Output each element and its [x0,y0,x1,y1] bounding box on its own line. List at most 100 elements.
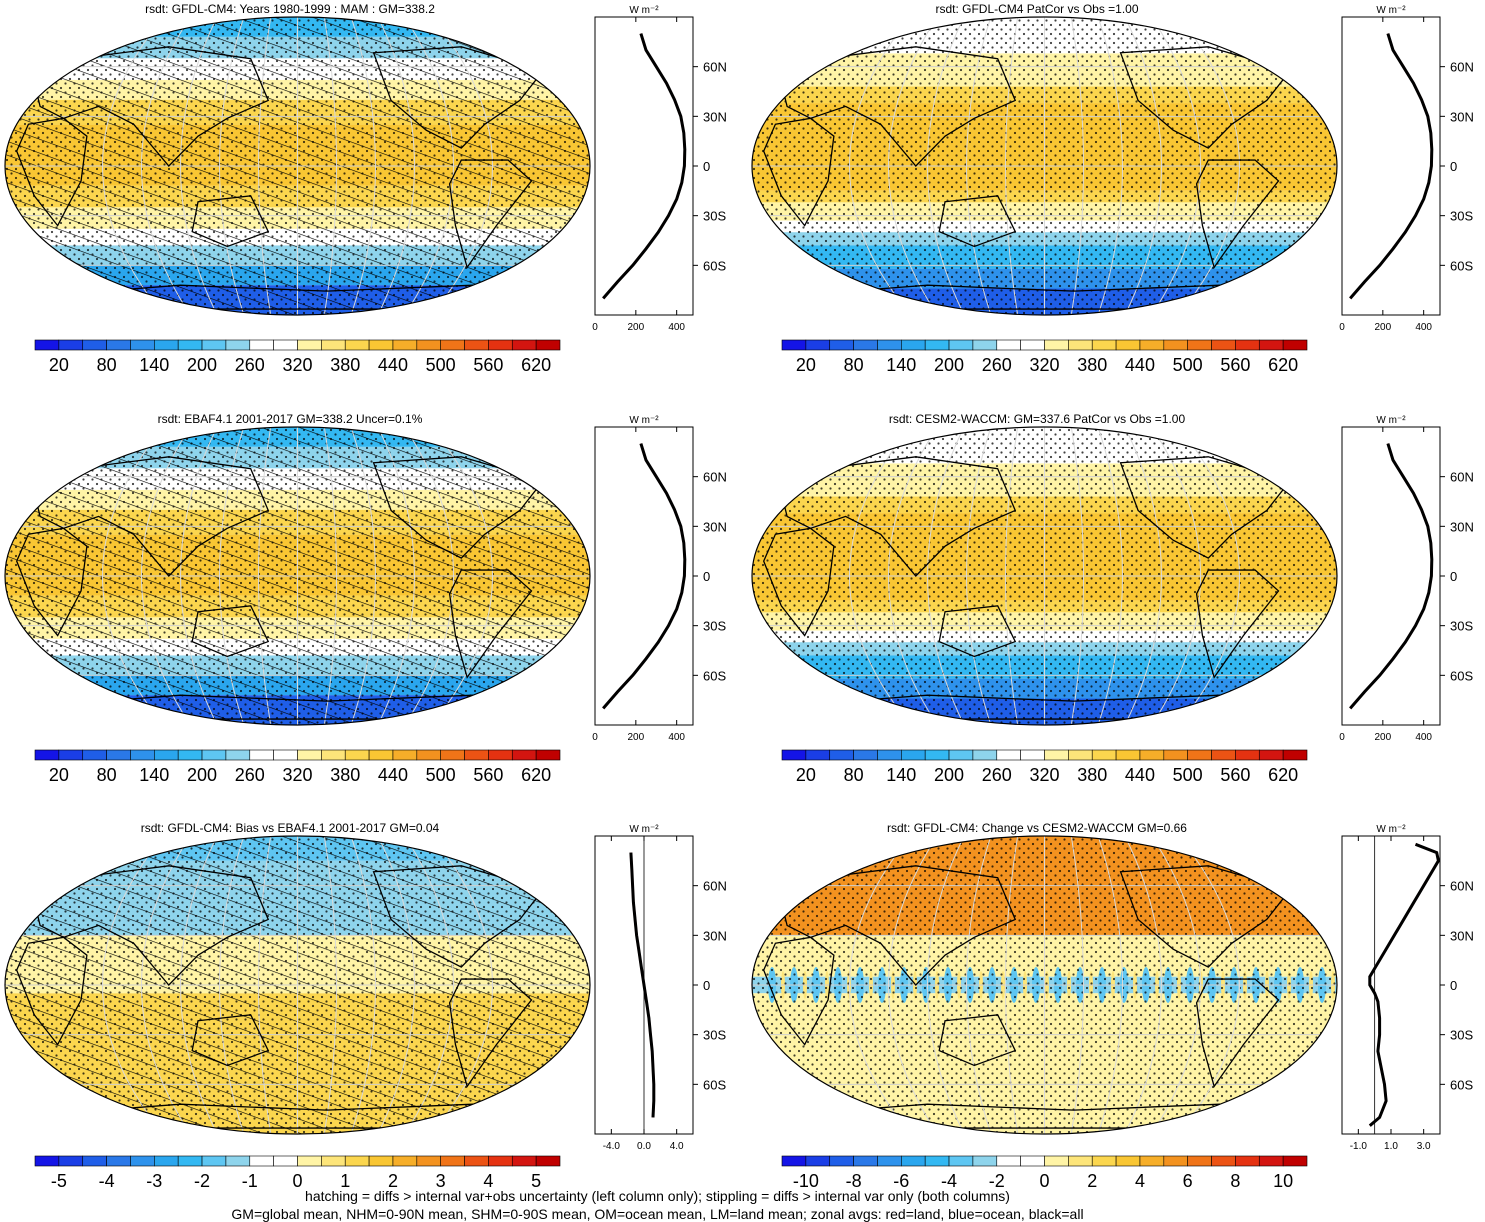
panel-p1: rsdt: GFDL-CM4: Years 1980-1999 : MAM : … [4,2,727,375]
colorbar-label: 440 [1125,765,1155,785]
colorbar-swatch [392,1155,418,1167]
profile-frame [1341,16,1441,316]
colorbar-swatch [177,1155,203,1167]
colorbar-swatch [130,1155,155,1167]
graticule-lon [849,427,911,725]
profile-xtick-label: 400 [668,322,685,333]
colorbar-swatch [201,339,227,351]
colorbar-swatch [853,749,878,761]
colorbar-swatch [829,1155,854,1167]
graticule-lon [258,427,272,725]
coastline [372,456,545,559]
panel-p5: rsdt: GFDL-CM4: Bias vs EBAF4.1 2001-201… [4,821,727,1191]
colorbar-label: 320 [1029,765,1059,785]
graticule-lon [1124,427,1162,725]
colorbar-label: 140 [139,765,169,785]
colorbar-label: 200 [187,355,217,375]
profile-line-all [1349,443,1434,710]
graticule-lon [1097,17,1124,315]
colorbar-swatch [901,1155,926,1167]
colorbar-label: 200 [934,355,964,375]
colorbar-swatch [344,1155,370,1167]
colorbar-swatch [781,1155,807,1167]
profile-ytick-label: 60N [703,879,727,894]
colorbar-swatch [535,749,561,761]
colorbar-label: -2 [194,1171,210,1191]
graticule-lon [927,836,965,1134]
map-field [5,836,590,1134]
profile-xtick-label: 0.0 [637,1141,651,1152]
colorbar-label: 380 [1077,765,1107,785]
panel-title: rsdt: CESM2-WACCM: GM=337.6 PatCor vs Ob… [889,412,1186,426]
graticule-lon [180,17,218,315]
coastline [372,865,545,968]
colorbar-swatch [321,339,346,351]
graticule-lon [431,17,493,315]
colorbar-swatch [297,749,322,761]
colorbar-label: 620 [521,355,551,375]
graticule-lon [323,836,338,1134]
colorbar-label: 200 [934,765,964,785]
colorbar-swatch [511,339,537,351]
colorbar-label: 20 [49,355,69,375]
colorbar-label: 0 [1039,1171,1049,1191]
panel-p2: rsdt: GFDL-CM4 PatCor vs Obs =1.00 20 80 14… [751,2,1474,375]
profile-xtick-label: 0 [592,322,598,333]
profile-ytick-label: 30S [1450,1028,1473,1043]
profile-ytick-label: 30N [703,928,727,943]
coastline [15,936,88,1046]
colorbar-swatch [1258,1155,1284,1167]
colorbar-swatch [154,749,179,761]
colorbar-swatch [1163,339,1188,351]
colorbar-swatch [805,1155,831,1167]
colorbar-swatch [1211,749,1236,761]
colorbar-label: -3 [146,1171,162,1191]
colorbar-swatch [996,749,1021,761]
profile-ytick-label: 30N [1450,519,1474,534]
colorbar-swatch [1091,339,1117,351]
colorbar-label: 80 [844,355,864,375]
map-border [751,835,1338,1135]
coastline [1195,569,1280,679]
profile-units: W m⁻² [1376,5,1406,16]
profile-frame [594,426,694,726]
map-field [752,427,1337,725]
coastline [15,117,88,227]
profile-xtick-label: 200 [627,732,644,743]
colorbar-swatch [106,749,131,761]
colorbar-label: 500 [426,765,456,785]
colorbar-swatch [58,749,84,761]
colorbar-label: 140 [886,765,916,785]
footer-line-1: hatching = diffs > internal var+obs unce… [305,1188,1010,1204]
colorbar-label: 260 [235,765,265,785]
panel-p6: rsdt: GFDL-CM4: Change vs CESM2-WACCM GM… [751,821,1474,1191]
colorbar-swatch [1044,749,1069,761]
colorbar-swatch [805,339,831,351]
profile-line-all [1349,33,1434,300]
colorbar-swatch [1068,339,1093,351]
graticule-lon [102,427,164,725]
colorbar-swatch [1044,339,1069,351]
colorbar-label: 500 [426,355,456,375]
graticule-lon [350,17,376,315]
graticule-lon [1178,836,1240,1134]
colorbar-swatch [1163,749,1188,761]
colorbar-swatch [130,749,155,761]
graticule-lon [1097,836,1124,1134]
colorbar-swatch [392,339,418,351]
colorbar-swatch [781,749,807,761]
graticule-lon [102,17,164,315]
coastline [1195,978,1280,1088]
panel-title: rsdt: EBAF4.1 2001-2017 GM=338.2 Uncer=0… [158,412,423,426]
colorbar-swatch [924,339,950,351]
graticule-lon [849,17,911,315]
coastline [448,978,533,1088]
profile-ytick-label: 30N [1450,109,1474,124]
profile-ytick-label: 0 [703,569,710,584]
profile-ytick-label: 30S [703,209,726,224]
graticule-lon [431,427,493,725]
colorbar-swatch [297,1155,322,1167]
profile-ytick-label: 30N [1450,928,1474,943]
colorbar-swatch [154,339,179,351]
graticule-lon [1178,427,1240,725]
